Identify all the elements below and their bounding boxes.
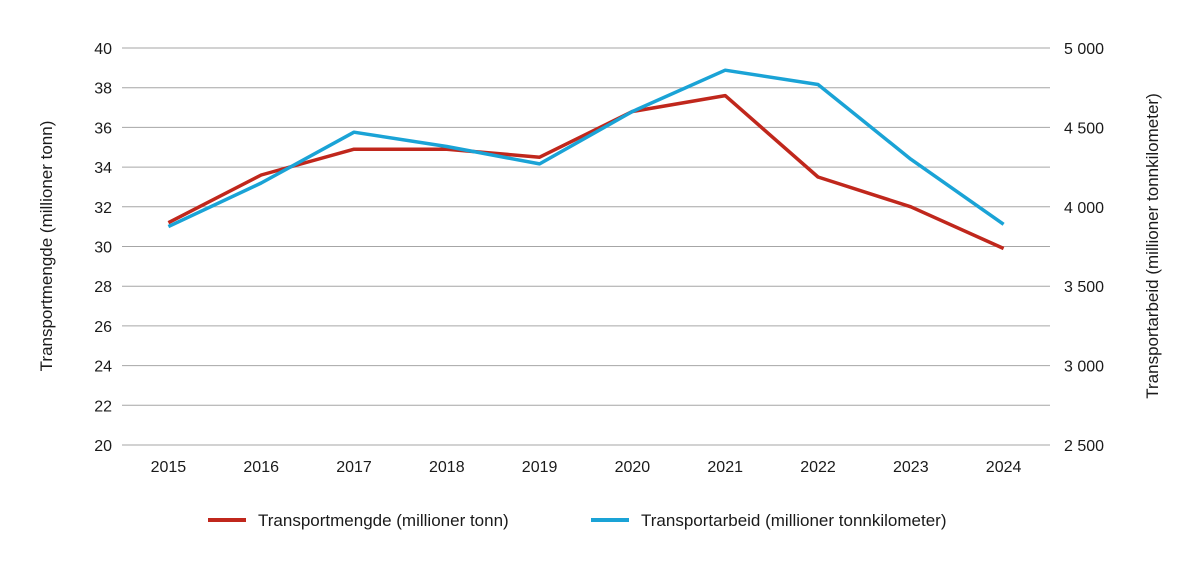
left-tick-label: 38 xyxy=(94,81,112,98)
left-tick-label: 24 xyxy=(94,359,112,376)
series-line-transportmengde xyxy=(167,93,1005,251)
left-axis-title: Transportmengde (millioner tonn) xyxy=(37,121,56,372)
x-tick-label: 2017 xyxy=(336,459,372,476)
right-axis-ticks: 2 500 3 000 3 500 4 000 4 500 5 000 xyxy=(1064,41,1104,455)
left-tick-label: 20 xyxy=(94,438,112,455)
series-line-transportarbeid xyxy=(167,68,1005,229)
x-tick-label: 2024 xyxy=(986,459,1022,476)
x-tick-label: 2016 xyxy=(243,459,279,476)
left-tick-label: 26 xyxy=(94,319,112,336)
legend: Transportmengde (millioner tonn) Transpo… xyxy=(208,511,947,530)
right-axis-title: Transportarbeid (millioner tonnkilometer… xyxy=(1143,93,1162,399)
legend-label-transportmengde: Transportmengde (millioner tonn) xyxy=(258,511,509,530)
left-tick-label: 30 xyxy=(94,240,112,257)
x-tick-label: 2023 xyxy=(893,459,929,476)
x-axis-ticks: 2015 2016 2017 2018 2019 2020 2021 2022 2023 2024 xyxy=(151,459,1022,476)
right-tick-label: 5 000 xyxy=(1064,41,1104,58)
x-tick-label: 2021 xyxy=(707,459,743,476)
left-axis-ticks: 20 22 24 26 28 30 32 34 36 38 40 xyxy=(94,41,112,455)
gridlines xyxy=(122,47,1050,446)
left-tick-label: 36 xyxy=(94,120,112,137)
x-tick-label: 2020 xyxy=(615,459,651,476)
right-tick-label: 3 500 xyxy=(1064,279,1104,296)
left-tick-label: 28 xyxy=(94,279,112,296)
x-tick-label: 2022 xyxy=(800,459,836,476)
x-tick-label: 2015 xyxy=(151,459,187,476)
left-tick-label: 40 xyxy=(94,41,112,58)
right-tick-label: 2 500 xyxy=(1064,438,1104,455)
left-tick-label: 32 xyxy=(94,200,112,217)
right-tick-label: 4 000 xyxy=(1064,200,1104,217)
x-tick-label: 2018 xyxy=(429,459,465,476)
right-tick-label: 4 500 xyxy=(1064,120,1104,137)
legend-label-transportarbeid: Transportarbeid (millioner tonnkilometer… xyxy=(641,511,947,530)
left-tick-label: 22 xyxy=(94,398,112,415)
right-tick-label: 3 000 xyxy=(1064,359,1104,376)
x-tick-label: 2019 xyxy=(522,459,558,476)
series-lines xyxy=(167,68,1005,251)
left-tick-label: 34 xyxy=(94,160,112,177)
